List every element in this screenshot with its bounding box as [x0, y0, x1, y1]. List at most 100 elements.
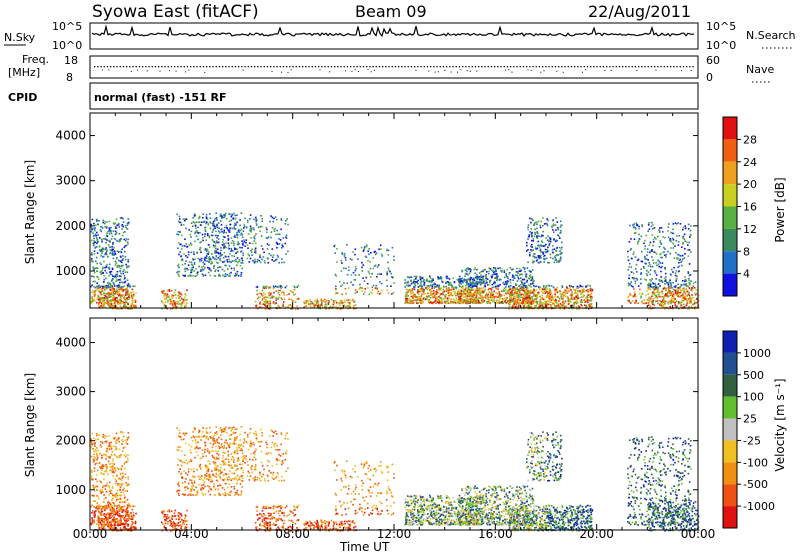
power-cell [196, 273, 199, 275]
power-cell [669, 239, 672, 241]
power-cell [252, 227, 255, 229]
power-cell [407, 281, 409, 283]
power-cell [499, 296, 501, 299]
power-cell [564, 293, 567, 295]
power-cell [242, 252, 244, 255]
nave-tick-bottom: 0 [706, 71, 713, 84]
power-cell [243, 223, 245, 226]
power-cell [310, 300, 313, 303]
power-cell [107, 294, 110, 297]
power-cell [664, 266, 666, 269]
power-cell [193, 222, 196, 224]
power-cell [193, 263, 196, 266]
power-cell [641, 300, 643, 303]
power-cell [131, 299, 133, 302]
power-cell [130, 303, 133, 306]
power-cell [660, 300, 663, 303]
power-cell [192, 221, 195, 223]
power-cell [445, 277, 448, 280]
power-cell [353, 305, 355, 307]
power-cell [324, 305, 327, 307]
power-cell [229, 275, 232, 277]
power-cell [517, 276, 519, 278]
power-cell [634, 302, 637, 304]
power-cell [506, 281, 509, 284]
power-cell [652, 298, 654, 300]
power-cell [649, 251, 651, 254]
power-cell [114, 275, 116, 278]
power-cell [507, 292, 509, 295]
power-cell [108, 294, 111, 297]
power-cell [121, 290, 123, 293]
power-cell [564, 291, 566, 293]
power-cell [260, 235, 263, 237]
power-cell [449, 284, 451, 286]
power-cell [115, 232, 118, 234]
freq-point [375, 66, 377, 68]
power-cell [213, 274, 216, 277]
power-cell [285, 234, 288, 237]
power-cell [231, 255, 233, 257]
power-cell [221, 254, 223, 256]
power-cell [476, 289, 479, 292]
power-cell [347, 306, 350, 308]
nave-point [108, 69, 110, 71]
power-cell [268, 294, 271, 297]
power-cell [236, 261, 239, 264]
power-cell [636, 279, 639, 281]
freq-point [622, 66, 624, 68]
power-cell [204, 226, 206, 229]
power-cell [406, 276, 409, 278]
power-cell [549, 299, 552, 302]
power-cell [582, 296, 584, 298]
power-cell [108, 268, 111, 270]
freq-point [148, 66, 150, 68]
power-cell [252, 260, 255, 262]
power-cell [548, 244, 550, 247]
power-cell [388, 269, 390, 272]
power-cell [100, 272, 103, 274]
power-cell [501, 301, 504, 303]
power-cell [176, 301, 179, 303]
power-cell [548, 295, 550, 298]
power-cell [460, 294, 462, 297]
power-cell [365, 256, 368, 259]
power-cell [428, 299, 431, 301]
nave-point [428, 70, 430, 72]
power-cell [108, 227, 111, 229]
power-cell [369, 291, 372, 294]
power-cell [581, 293, 583, 295]
power-cell [122, 281, 125, 284]
nave-point [610, 69, 612, 71]
power-cell [93, 243, 96, 245]
power-cell [465, 287, 468, 289]
freq-point [196, 66, 198, 68]
power-cell [208, 261, 210, 263]
power-cell [359, 286, 362, 289]
power-cell [116, 240, 118, 242]
power-cell [546, 295, 548, 297]
power-cell [264, 307, 267, 310]
power-cell [460, 292, 462, 295]
power-cell [577, 287, 579, 290]
freq-point [529, 66, 531, 68]
power-cell [111, 288, 114, 290]
power-cell [124, 277, 126, 279]
power-cell [259, 256, 261, 259]
power-cell [458, 275, 461, 278]
power-cell [281, 244, 284, 247]
power-cell [258, 296, 260, 299]
power-cell [275, 297, 278, 299]
power-cell [167, 296, 170, 298]
power-cell [662, 301, 664, 303]
power-cell [192, 251, 195, 253]
power-cell [675, 270, 678, 272]
power-cell [172, 300, 175, 302]
power-cell [387, 261, 389, 264]
power-cell [495, 269, 497, 271]
power-cell [676, 257, 678, 259]
power-cell [633, 295, 636, 297]
power-cell [423, 279, 425, 281]
power-cell [92, 267, 94, 270]
power-cell [590, 292, 593, 295]
